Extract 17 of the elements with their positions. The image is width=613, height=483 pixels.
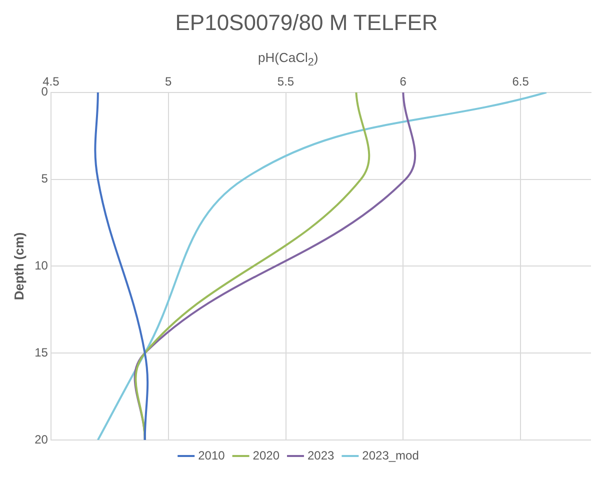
legend-label: 2020 — [252, 448, 280, 462]
x-tick-label: 6.5 — [512, 74, 530, 89]
y-tick-label: 5 — [41, 172, 48, 186]
y-tick-label: 0 — [41, 84, 48, 99]
y-tick-label: 10 — [34, 258, 48, 273]
x-axis-title: pH(CaCl$_{2}$) — [257, 50, 320, 71]
x-tick-label: 5 — [165, 74, 172, 89]
chart-title: EP10S0079/80 M TELFER — [174, 10, 439, 37]
x-tick-label: 5.5 — [277, 74, 294, 89]
legend-label: 2023_mod — [362, 448, 419, 462]
y-tick-label: 15 — [34, 345, 48, 360]
legend-label: 2010 — [198, 448, 226, 462]
y-tick-label: 20 — [34, 432, 48, 446]
legend-label: 2023 — [307, 448, 335, 462]
line-series — [96, 92, 548, 440]
y-axis-title: Depth (cm) — [11, 232, 26, 300]
x-tick-label: 6 — [400, 74, 407, 89]
